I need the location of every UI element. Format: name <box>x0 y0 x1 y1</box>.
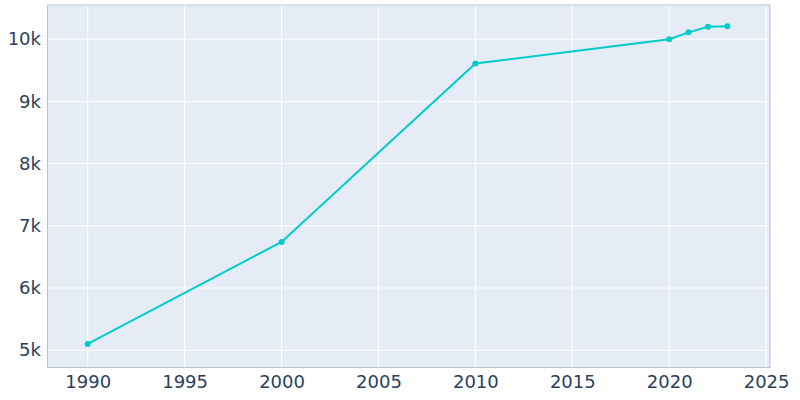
y-tick: 8k <box>19 153 47 174</box>
grid-line-y <box>47 350 770 351</box>
grid-line-y <box>47 288 770 289</box>
x-tick-label: 2015 <box>550 371 596 392</box>
grid-line-x <box>572 5 573 367</box>
y-tick: 5k <box>19 339 47 360</box>
y-tick-label: 7k <box>19 215 41 236</box>
plot: 1990 1995 2000 2005 2010 2015 2020 2025 5k 6k 7k 8k… <box>8 5 790 392</box>
x-tick: 1995 <box>162 367 208 392</box>
grid-line-x <box>378 5 379 367</box>
point <box>85 341 91 347</box>
y-tick-label: 8k <box>19 153 41 174</box>
y-tick-label: 9k <box>19 91 41 112</box>
grid-line-y <box>47 101 770 102</box>
frame-top <box>47 5 770 6</box>
x-tick: 2020 <box>647 367 693 392</box>
x-tick-label: 1990 <box>65 371 111 392</box>
point <box>666 36 672 42</box>
x-tick: 2000 <box>259 367 305 392</box>
chart: 1990 1995 2000 2005 2010 2015 2020 2025 5k 6k 7k 8k… <box>0 0 800 400</box>
frame-right <box>770 5 771 367</box>
x-tick-label: 2010 <box>453 371 499 392</box>
y-axis-line <box>47 6 48 368</box>
y-tick: 6k <box>19 277 47 298</box>
y-tick-label: 6k <box>19 277 41 298</box>
x-tick: 2010 <box>453 367 499 392</box>
point <box>705 24 711 30</box>
x-axis-line <box>48 367 771 368</box>
x-tick-label: 1995 <box>162 371 208 392</box>
y-tick-label: 10k <box>8 28 42 49</box>
x-tick: 2015 <box>550 367 596 392</box>
y-tick: 10k <box>8 28 47 49</box>
line <box>88 26 728 344</box>
grid-line-x <box>184 5 185 367</box>
grid-line-x <box>766 5 767 367</box>
point <box>279 239 285 245</box>
grid-line-x <box>475 5 476 367</box>
y-axis: 5k 6k 7k 8k 9k 10k <box>8 6 48 368</box>
grid-line-y <box>47 225 770 226</box>
y-tick: 7k <box>19 215 47 236</box>
series <box>85 23 731 347</box>
grid-line-x <box>669 5 670 367</box>
grid-line-x <box>87 5 88 367</box>
x-axis: 1990 1995 2000 2005 2010 2015 2020 2025 <box>48 367 790 392</box>
grid <box>47 5 770 367</box>
plot-background <box>47 5 770 367</box>
point <box>724 23 730 29</box>
x-tick-label: 2020 <box>647 371 693 392</box>
x-tick-label: 2000 <box>259 371 305 392</box>
x-tick: 2025 <box>744 367 790 392</box>
grid-line-x <box>281 5 282 367</box>
point <box>472 60 478 66</box>
x-tick-label: 2025 <box>744 371 790 392</box>
x-tick: 1990 <box>65 367 111 392</box>
point <box>686 29 692 35</box>
y-tick-label: 5k <box>19 339 41 360</box>
x-tick: 2005 <box>356 367 402 392</box>
grid-line-y <box>47 163 770 164</box>
y-tick: 9k <box>19 91 47 112</box>
x-tick-label: 2005 <box>356 371 402 392</box>
